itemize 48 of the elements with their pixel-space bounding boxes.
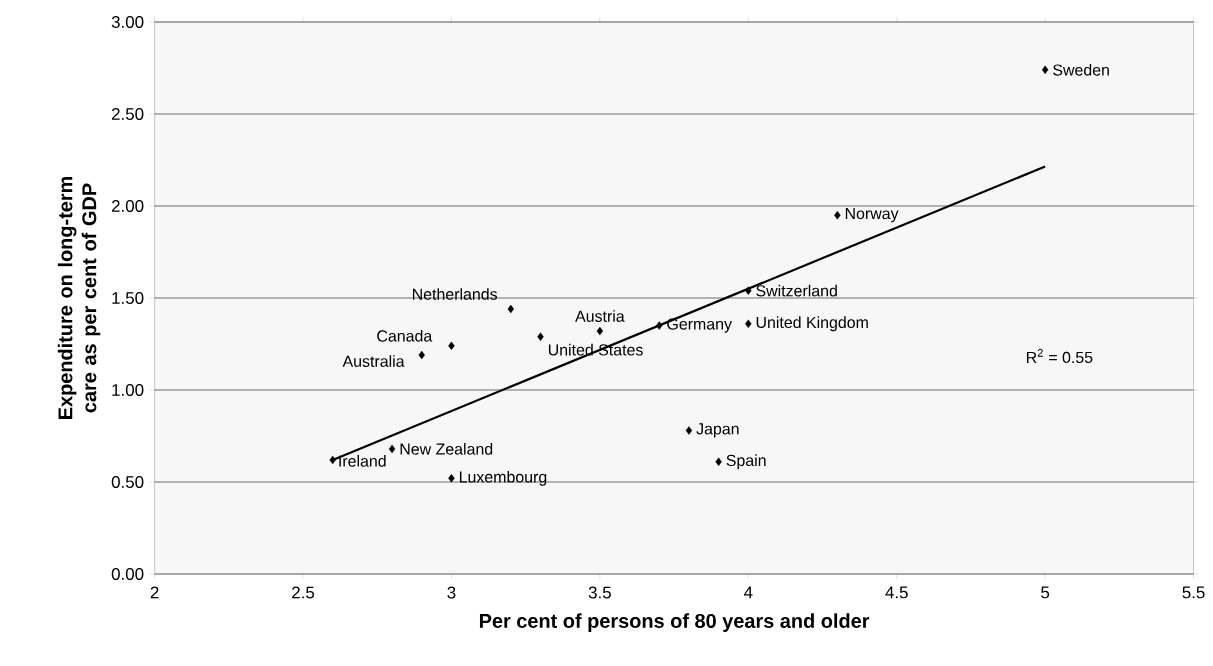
point bbox=[834, 211, 841, 220]
x-tick-label: 3 bbox=[447, 586, 456, 599]
y-tick-label: 1.50 bbox=[112, 292, 144, 304]
x-tick-label: 2 bbox=[150, 586, 159, 599]
annotation: United States bbox=[548, 343, 643, 356]
annotation: Canada bbox=[377, 329, 433, 342]
y-tick-label: 1.00 bbox=[112, 384, 144, 396]
x-tick-label: 4 bbox=[743, 586, 753, 599]
point bbox=[745, 319, 752, 328]
annotation: Luxembourg bbox=[459, 470, 547, 486]
y-tick-label: 0.00 bbox=[111, 568, 144, 580]
point bbox=[537, 332, 544, 341]
point bbox=[745, 286, 752, 295]
annotation: Norway bbox=[845, 208, 899, 223]
point bbox=[329, 455, 336, 465]
annotation: Netherlands bbox=[412, 288, 498, 300]
point bbox=[715, 457, 722, 466]
annotation: Austria bbox=[575, 310, 625, 322]
annotation: Sweden bbox=[1053, 63, 1109, 76]
annotation: Australia bbox=[342, 355, 405, 367]
point bbox=[1041, 65, 1049, 75]
annotation: New Zealand bbox=[400, 443, 493, 455]
point bbox=[418, 350, 425, 360]
annotation: R$^{2}$ = 0.55 bbox=[1026, 348, 1093, 364]
y-tick-label: 0.50 bbox=[111, 476, 144, 488]
y-axis-title: Expenditure on long-term care as per cent of GDP bbox=[57, 176, 101, 419]
point bbox=[596, 326, 604, 336]
annotation: Ireland bbox=[339, 455, 386, 467]
x-axis-title: Per cent of persons of 80 years and older bbox=[479, 613, 870, 632]
y-tick-label: 2.00 bbox=[111, 200, 144, 212]
point bbox=[685, 426, 693, 435]
point bbox=[507, 304, 515, 314]
y-tick-label: 3.00 bbox=[111, 16, 144, 28]
point bbox=[448, 341, 455, 351]
x-tick-label: 3.5 bbox=[588, 586, 611, 599]
point bbox=[656, 321, 663, 330]
annotation: Germany bbox=[667, 318, 732, 333]
point bbox=[388, 444, 396, 454]
x-tick-label: 4.5 bbox=[885, 586, 908, 599]
x-tick-label: 5 bbox=[1041, 586, 1050, 599]
annotation: Japan bbox=[696, 423, 739, 438]
x-tick-label: 2.5 bbox=[292, 586, 315, 599]
x-tick-label: 5.5 bbox=[1182, 586, 1205, 599]
annotation: Switzerland bbox=[756, 284, 837, 297]
annotation: United Kingdom bbox=[756, 316, 868, 332]
point bbox=[448, 474, 455, 483]
y-tick-label: 2.50 bbox=[111, 108, 144, 120]
annotation: Spain bbox=[726, 454, 766, 470]
